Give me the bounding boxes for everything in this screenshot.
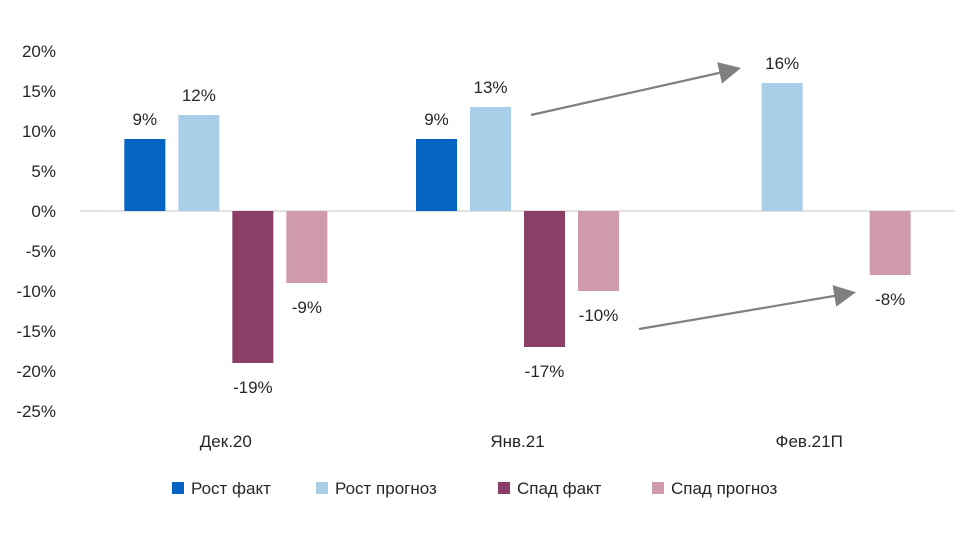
trend-arrow (530, 62, 741, 117)
category-axis: Дек.20 Янв.21 Фев.21П (200, 432, 843, 451)
data-label: -10% (579, 306, 619, 325)
bar (869, 211, 911, 275)
y-tick-label: 10% (22, 122, 56, 141)
legend-swatch (652, 482, 664, 494)
bar (232, 211, 274, 363)
data-label: -17% (525, 362, 565, 381)
y-tick-label: 5% (31, 162, 56, 181)
trend-arrow (638, 285, 857, 331)
data-label: 16% (765, 54, 799, 73)
y-tick-label: 20% (22, 42, 56, 61)
data-label: 9% (133, 110, 158, 129)
legend-swatch (498, 482, 510, 494)
category-label: Дек.20 (200, 432, 252, 451)
trend-arrows (530, 62, 857, 331)
legend-label: Рост прогноз (335, 479, 437, 498)
bars (124, 83, 911, 363)
category-label: Янв.21 (490, 432, 544, 451)
bar (286, 211, 328, 283)
legend-label: Рост факт (191, 479, 271, 498)
data-label: 12% (182, 86, 216, 105)
data-label: 13% (473, 78, 507, 97)
legend-label: Спад прогноз (671, 479, 778, 498)
legend-swatch (316, 482, 328, 494)
bar (470, 107, 511, 211)
category-label: Фев.21П (776, 432, 843, 451)
data-label: -19% (233, 378, 273, 397)
y-axis: 20% 15% 10% 5% 0% -5% -10% -15% -20% -25% (16, 42, 56, 421)
legend-label: Спад факт (517, 479, 602, 498)
data-label: 9% (424, 110, 449, 129)
bar (761, 83, 803, 211)
bar (524, 211, 565, 347)
bar (124, 139, 166, 211)
y-tick-label: -20% (16, 362, 56, 381)
legend: Рост факт Рост прогноз Спад факт Спад прогн… (172, 479, 778, 498)
y-tick-label: 0% (31, 202, 56, 221)
bar (578, 211, 619, 291)
y-tick-label: 15% (22, 82, 56, 101)
y-tick-label: -10% (16, 282, 56, 301)
data-label: -8% (875, 290, 905, 309)
data-label: -9% (292, 298, 322, 317)
y-tick-label: -5% (26, 242, 56, 261)
y-tick-label: -25% (16, 402, 56, 421)
data-labels: 9% 12% -19% -9% 9% 13% -17% -10% 16% -8% (133, 54, 906, 397)
bar (178, 115, 220, 211)
y-tick-label: -15% (16, 322, 56, 341)
bar (416, 139, 457, 211)
legend-swatch (172, 482, 184, 494)
